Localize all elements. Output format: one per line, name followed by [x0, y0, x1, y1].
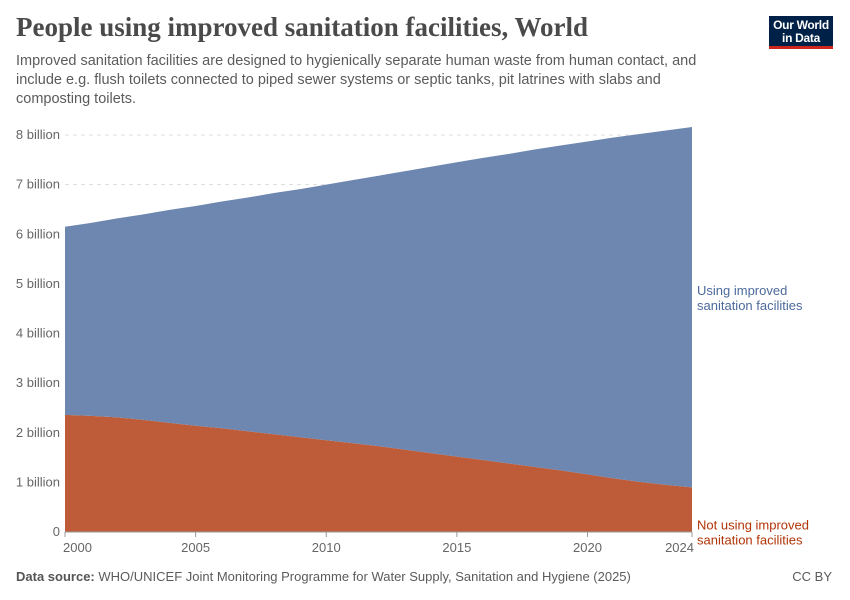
- x-tick-label: 2015: [442, 540, 471, 555]
- y-tick-label: 8 billion: [16, 127, 60, 142]
- series-label: Using improved sanitation facilities: [697, 283, 803, 313]
- y-tick-label: 5 billion: [16, 276, 60, 291]
- x-tick-label: 2005: [181, 540, 210, 555]
- y-tick-label: 3 billion: [16, 375, 60, 390]
- area-series-1: [65, 127, 692, 488]
- x-tick-label: 2024: [665, 540, 694, 555]
- data-source: Data source: WHO/UNICEF Joint Monitoring…: [16, 569, 631, 584]
- y-tick-label: 6 billion: [16, 226, 60, 241]
- x-tick-label: 2020: [573, 540, 602, 555]
- data-source-text: WHO/UNICEF Joint Monitoring Programme fo…: [98, 569, 631, 584]
- data-source-label: Data source:: [16, 569, 95, 584]
- y-tick-label: 2 billion: [16, 425, 60, 440]
- y-tick-label: 4 billion: [16, 326, 60, 341]
- x-tick-label: 2000: [63, 540, 92, 555]
- owid-logo[interactable]: Our World in Data: [769, 16, 833, 49]
- chart-title: People using improved sanitation facilit…: [16, 12, 589, 42]
- series-label: Not using improved sanitation facilities: [697, 518, 809, 548]
- x-tick-label: 2010: [312, 540, 341, 555]
- y-tick-label: 1 billion: [16, 474, 60, 489]
- area-series-0: [65, 414, 692, 532]
- y-tick-label: 0: [53, 524, 60, 539]
- license-link[interactable]: CC BY: [792, 569, 832, 584]
- chart-subtitle: Improved sanitation facilities are desig…: [16, 53, 697, 107]
- y-tick-label: 7 billion: [16, 177, 60, 192]
